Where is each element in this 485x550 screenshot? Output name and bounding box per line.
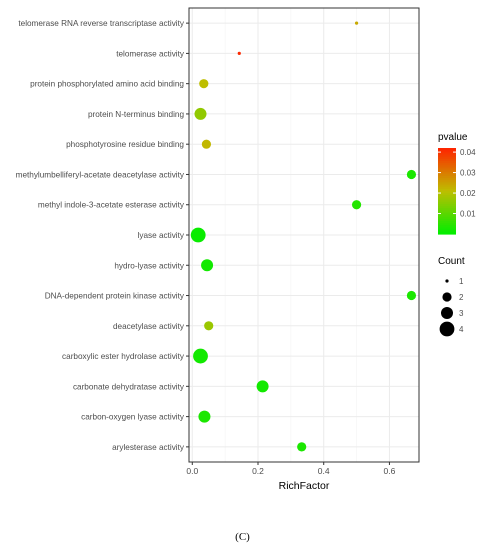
colorbar-segment — [438, 152, 456, 156]
figure-caption: (C) — [235, 531, 250, 543]
colorbar-tick-label: 0.03 — [460, 169, 476, 178]
colorbar-segment — [438, 167, 456, 171]
colorbar-segment — [438, 216, 456, 220]
colorbar-segment — [438, 223, 456, 226]
data-point — [237, 51, 241, 56]
colorbar-segment — [438, 212, 456, 216]
colorbar-segment — [438, 186, 456, 190]
colorbar-segment — [438, 229, 456, 233]
y-tick-label: telomerase activity — [116, 49, 185, 58]
colorbar-segment — [438, 214, 456, 218]
data-point — [256, 380, 269, 393]
colorbar-segment — [438, 150, 456, 153]
colorbar-segment — [438, 163, 456, 166]
colorbar-segment — [438, 193, 456, 196]
colorbar-segment — [438, 171, 456, 175]
color-legend-title: pvalue — [438, 132, 468, 143]
colorbar-segment — [438, 178, 456, 181]
y-tick-label: methylumbelliferyl-acetate deacetylase a… — [16, 170, 185, 179]
y-tick-label: carbonate dehydratase activity — [73, 382, 185, 391]
data-point — [194, 107, 207, 120]
data-point — [199, 79, 209, 89]
data-point — [190, 227, 206, 243]
y-tick-label: protein N-terminus binding — [88, 110, 184, 119]
size-legend-label: 2 — [459, 293, 464, 302]
y-tick-label: carbon-oxygen lyase activity — [81, 413, 185, 422]
size-legend-dot — [442, 292, 452, 302]
data-point — [198, 410, 211, 423]
colorbar-tick-label: 0.02 — [460, 189, 476, 198]
y-tick-label: protein phosphorylated amino acid bindin… — [30, 80, 184, 89]
y-tick-label: phosphotyrosine residue binding — [66, 140, 184, 149]
colorbar-segment — [438, 188, 456, 192]
data-point — [201, 139, 212, 149]
colorbar-segment — [438, 208, 456, 211]
colorbar-segment — [438, 173, 456, 177]
x-tick-label: 0.0 — [186, 466, 198, 476]
y-tick-label: arylesterase activity — [112, 443, 185, 452]
colorbar-segment — [438, 158, 456, 162]
colorbar-segment — [438, 206, 456, 209]
colorbar-segment — [438, 231, 456, 235]
colorbar-segment — [438, 180, 456, 183]
size-legend-label: 4 — [459, 325, 464, 334]
x-axis-title: RichFactor — [279, 480, 330, 492]
y-tick-label: lyase activity — [138, 231, 185, 240]
data-point — [297, 442, 307, 452]
colorbar-segment — [438, 184, 456, 188]
colorbar-segment — [438, 148, 456, 151]
colorbar-segment — [438, 169, 456, 173]
colorbar-segment — [438, 225, 456, 229]
size-legend-dot — [445, 279, 449, 283]
size-legend-label: 3 — [459, 309, 464, 318]
colorbar-segment — [438, 154, 456, 158]
colorbar-segment — [438, 199, 456, 203]
colorbar-segment — [438, 227, 456, 231]
y-tick-label: DNA-dependent protein kinase activity — [45, 292, 185, 301]
colorbar-segment — [438, 195, 456, 199]
x-tick-label: 0.6 — [384, 466, 396, 476]
colorbar-segment — [438, 182, 456, 186]
colorbar-segment — [438, 201, 456, 205]
size-legend-label: 1 — [459, 277, 464, 286]
colorbar-segment — [438, 191, 456, 194]
colorbar-tick-label: 0.04 — [460, 148, 476, 157]
y-tick-label: methyl indole-3-acetate esterase activit… — [38, 201, 185, 210]
size-legend-title: Count — [438, 256, 465, 267]
data-point — [193, 348, 208, 364]
size-legend-dot — [441, 307, 453, 319]
data-point — [354, 21, 359, 25]
colorbar-segment — [438, 210, 456, 214]
data-point — [351, 200, 362, 210]
x-tick-label: 0.2 — [252, 466, 264, 476]
data-point — [204, 321, 214, 331]
colorbar-segment — [438, 165, 456, 168]
colorbar-tick-label: 0.01 — [460, 210, 476, 219]
colorbar-segment — [438, 175, 456, 179]
colorbar-segment — [438, 197, 456, 201]
y-tick-label: hydro-lyase activity — [114, 261, 185, 270]
colorbar-segment — [438, 156, 456, 160]
data-point — [201, 259, 214, 272]
colorbar-segment — [438, 221, 456, 224]
size-legend-dot — [439, 321, 455, 337]
colorbar-segment — [438, 218, 456, 222]
y-tick-label: carboxylic ester hydrolase activity — [62, 352, 185, 361]
y-tick-label: telomerase RNA reverse transcriptase act… — [18, 19, 185, 28]
colorbar-segment — [438, 160, 456, 164]
data-point — [406, 169, 417, 180]
data-point — [406, 290, 417, 301]
y-tick-label: deacetylase activity — [113, 322, 185, 331]
x-tick-label: 0.4 — [318, 466, 330, 476]
colorbar-segment — [438, 203, 456, 207]
